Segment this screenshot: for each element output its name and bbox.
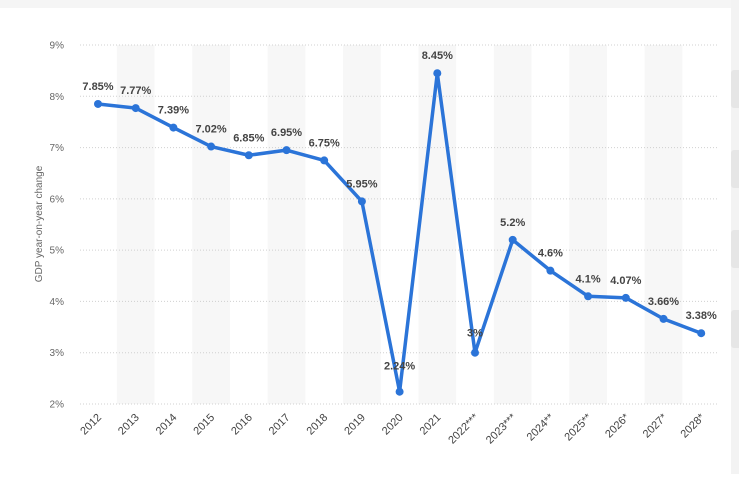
x-tick-label: 2028* <box>678 411 707 440</box>
x-tick-label: 2021 <box>418 412 444 438</box>
series-gdp-change <box>96 71 703 394</box>
x-tick-labels: 2012 2013 2014 2015 2016 2017 2018 2019 2020 2021… <box>78 411 707 446</box>
column-stripe <box>343 45 381 404</box>
x-tick-label: 2016 <box>229 412 255 438</box>
data-point[interactable] <box>621 293 630 302</box>
data-label: 4.1% <box>576 273 601 285</box>
side-tab[interactable] <box>731 150 739 188</box>
data-point[interactable] <box>207 142 216 151</box>
x-tick-label: 2020 <box>380 412 406 438</box>
y-tick-labels: 2% 3% 4% 5% 6% 7% 8% 9% <box>50 41 65 411</box>
column-stripe <box>493 45 532 404</box>
x-tick-label: 2014 <box>154 412 180 438</box>
y-tick-label: 8% <box>50 92 65 103</box>
x-tick-label: 2027* <box>641 411 670 440</box>
data-point[interactable] <box>697 329 706 338</box>
data-point[interactable] <box>433 69 442 78</box>
x-tick-label: 2017 <box>267 412 293 438</box>
data-point[interactable] <box>169 123 178 132</box>
side-tab[interactable] <box>731 70 739 108</box>
column-stripe <box>116 45 155 404</box>
side-tab[interactable] <box>731 310 739 348</box>
data-label: 6.95% <box>271 127 302 139</box>
x-tick-label: 2019 <box>342 412 368 438</box>
x-tick-label: 2024** <box>525 411 557 443</box>
data-label: 5.95% <box>346 178 377 190</box>
x-tick-label: 2026* <box>603 411 632 440</box>
column-stripe <box>267 45 306 404</box>
data-point[interactable] <box>320 156 329 165</box>
y-tick-label: 6% <box>50 194 65 205</box>
data-label: 7.39% <box>158 105 189 117</box>
data-labels: 7.85% 7.77% 7.39% 7.02% 6.85% 6.95% 6.75% 5.95%… <box>82 50 717 372</box>
data-label: 3.38% <box>686 310 717 322</box>
column-stripes <box>116 45 683 404</box>
data-point[interactable] <box>546 266 555 275</box>
x-tick-label: 2018 <box>305 412 331 438</box>
x-tick-label: 2025** <box>562 411 594 443</box>
x-tick-label: 2022*** <box>446 411 481 446</box>
data-point[interactable] <box>659 314 668 323</box>
data-label: 7.77% <box>120 85 151 97</box>
data-point[interactable] <box>395 387 404 396</box>
x-tick-label: 2023*** <box>484 411 519 446</box>
side-toolbar <box>731 0 739 474</box>
x-tick-label: 2015 <box>191 412 217 438</box>
data-point[interactable] <box>244 151 253 160</box>
y-tick-label: 9% <box>50 41 65 52</box>
data-point[interactable] <box>282 146 291 155</box>
data-point[interactable] <box>357 197 366 206</box>
y-tick-label: 2% <box>50 400 65 411</box>
column-stripe <box>569 45 607 404</box>
data-label: 7.02% <box>195 124 226 136</box>
data-label: 7.85% <box>82 81 113 93</box>
data-label: 6.75% <box>309 137 340 149</box>
y-axis-label: GDP year-on-year change <box>34 165 45 282</box>
y-tick-label: 7% <box>50 143 65 154</box>
data-point[interactable] <box>94 99 102 108</box>
series-line <box>96 71 703 394</box>
x-tick-label: 2013 <box>116 412 142 438</box>
column-stripe <box>644 45 683 404</box>
data-point[interactable] <box>131 104 140 113</box>
y-tick-label: 5% <box>50 246 65 257</box>
data-points <box>94 69 706 396</box>
side-tab[interactable] <box>731 230 739 268</box>
y-tick-label: 3% <box>50 348 65 359</box>
data-label: 3.66% <box>648 296 679 308</box>
x-tick-label: 2012 <box>78 412 104 438</box>
data-label: 5.2% <box>500 217 525 229</box>
data-point[interactable] <box>471 348 479 357</box>
column-stripe <box>192 45 230 404</box>
gridlines <box>80 44 718 405</box>
column-stripe <box>418 45 457 404</box>
data-label: 4.6% <box>538 248 563 260</box>
data-label: 3% <box>467 328 483 340</box>
top-bar <box>0 0 739 8</box>
data-label: 8.45% <box>422 50 453 62</box>
data-point[interactable] <box>508 235 517 244</box>
data-label: 6.85% <box>233 132 264 144</box>
data-label: 2.24% <box>384 361 415 373</box>
data-point[interactable] <box>584 292 593 301</box>
y-tick-label: 4% <box>50 297 65 308</box>
data-label: 4.07% <box>610 275 641 287</box>
